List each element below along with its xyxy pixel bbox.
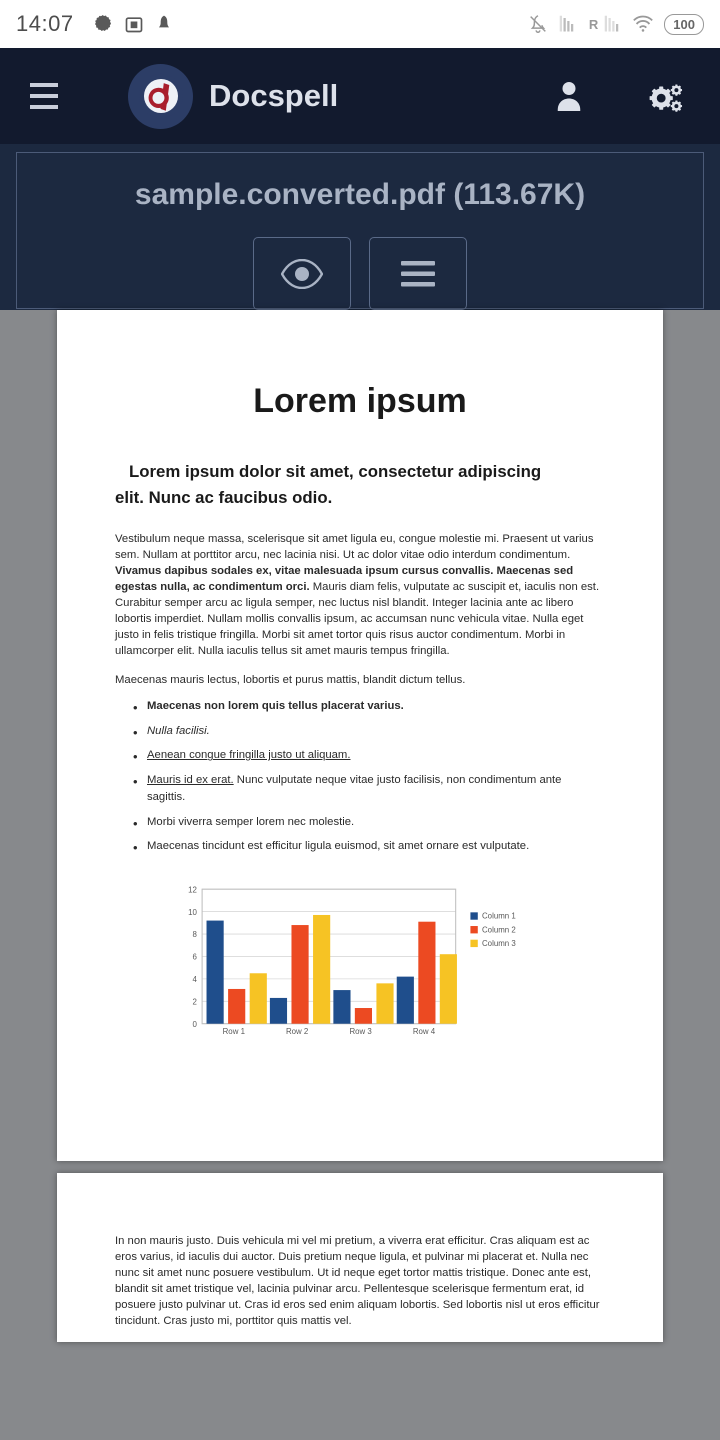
svg-text:Column 1: Column 1 [482, 912, 516, 921]
svg-text:6: 6 [192, 952, 197, 961]
svg-text:2: 2 [192, 997, 196, 1006]
svg-text:0: 0 [192, 1020, 197, 1029]
svg-text:4: 4 [192, 975, 197, 984]
svg-text:10: 10 [188, 908, 197, 917]
svg-text:Column 3: Column 3 [482, 939, 516, 948]
svg-text:8: 8 [192, 930, 197, 939]
svg-text:12: 12 [188, 885, 197, 894]
svg-text:Row 2: Row 2 [286, 1027, 308, 1036]
svg-text:Row 1: Row 1 [223, 1027, 245, 1036]
svg-text:Row 3: Row 3 [349, 1027, 372, 1036]
svg-text:Row 4: Row 4 [413, 1027, 436, 1036]
svg-text:Column 2: Column 2 [482, 925, 516, 934]
